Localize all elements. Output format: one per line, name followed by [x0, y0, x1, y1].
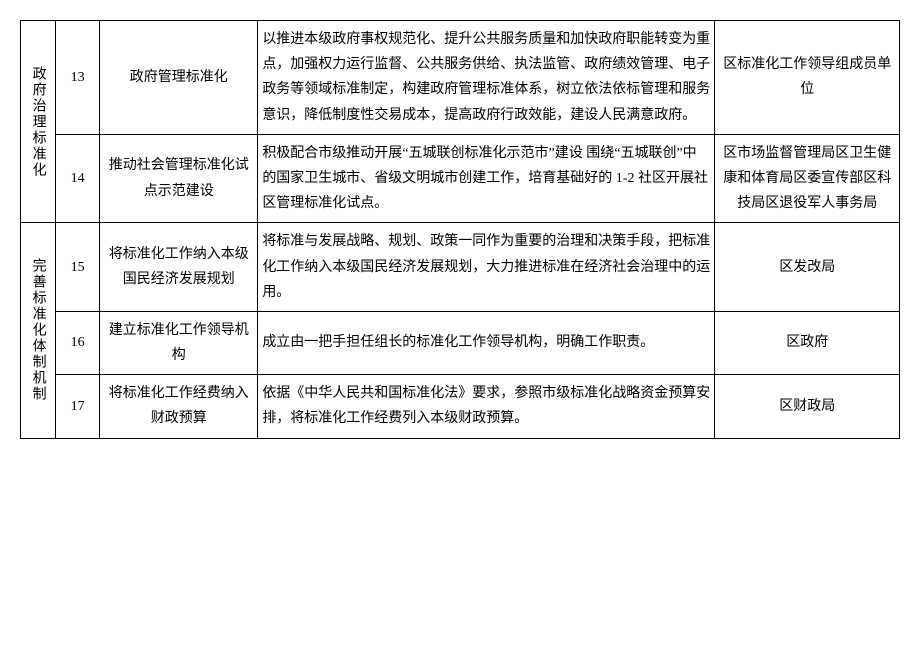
desc-cell: 依据《中华人民共和国标准化法》要求，参照市级标准化战略资金预算安排，将标准化工作…	[258, 375, 715, 438]
table-row: 完善标准化体制机制 15 将标准化工作纳入本级国民经济发展规划 将标准与发展战略…	[21, 223, 900, 312]
task-cell: 建立标准化工作领导机构	[100, 311, 258, 374]
num-cell: 15	[56, 223, 100, 312]
task-cell: 将标准化工作纳入本级国民经济发展规划	[100, 223, 258, 312]
num-cell: 13	[56, 21, 100, 135]
num-cell: 14	[56, 134, 100, 223]
dept-cell: 区市场监督管理局区卫生健康和体育局区委宣传部区科技局区退役军人事务局	[715, 134, 900, 223]
table-row: 16 建立标准化工作领导机构 成立由一把手担任组长的标准化工作领导机构，明确工作…	[21, 311, 900, 374]
dept-cell: 区财政局	[715, 375, 900, 438]
category-text: 完善标准化体制机制	[25, 258, 50, 402]
table-row: 14 推动社会管理标准化试点示范建设 积极配合市级推动开展“五城联创标准化示范市…	[21, 134, 900, 223]
desc-cell: 以推进本级政府事权规范化、提升公共服务质量和加快政府职能转变为重点，加强权力运行…	[258, 21, 715, 135]
category-text: 政府治理标准化	[25, 66, 50, 178]
dept-cell: 区政府	[715, 311, 900, 374]
desc-cell: 成立由一把手担任组长的标准化工作领导机构，明确工作职责。	[258, 311, 715, 374]
dept-cell: 区发改局	[715, 223, 900, 312]
task-cell: 将标准化工作经费纳入财政预算	[100, 375, 258, 438]
num-cell: 16	[56, 311, 100, 374]
policy-table: 政府治理标准化 13 政府管理标准化 以推进本级政府事权规范化、提升公共服务质量…	[20, 20, 900, 439]
table-row: 政府治理标准化 13 政府管理标准化 以推进本级政府事权规范化、提升公共服务质量…	[21, 21, 900, 135]
desc-cell: 将标准与发展战略、规划、政策一同作为重要的治理和决策手段，把标准化工作纳入本级国…	[258, 223, 715, 312]
task-cell: 政府管理标准化	[100, 21, 258, 135]
dept-cell: 区标准化工作领导组成员单位	[715, 21, 900, 135]
table-row: 17 将标准化工作经费纳入财政预算 依据《中华人民共和国标准化法》要求，参照市级…	[21, 375, 900, 438]
category-cell: 政府治理标准化	[21, 21, 56, 223]
task-cell: 推动社会管理标准化试点示范建设	[100, 134, 258, 223]
desc-cell: 积极配合市级推动开展“五城联创标准化示范市”建设 围绕“五城联创”中的国家卫生城…	[258, 134, 715, 223]
category-cell: 完善标准化体制机制	[21, 223, 56, 438]
num-cell: 17	[56, 375, 100, 438]
